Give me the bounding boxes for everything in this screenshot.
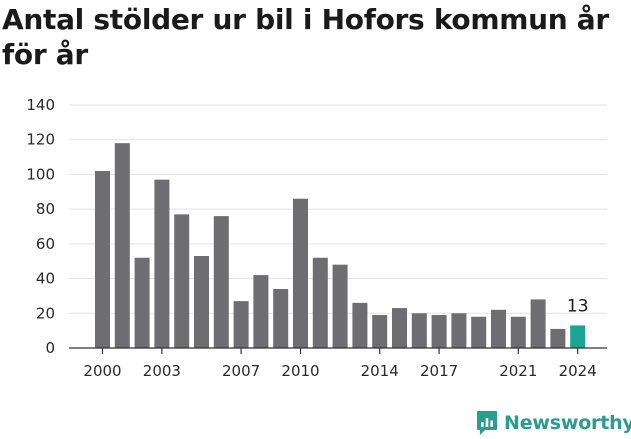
x-tick-label: 2010 xyxy=(281,362,319,380)
bar-2014 xyxy=(372,315,388,348)
y-tick-label: 100 xyxy=(26,165,55,183)
x-tick-label: 2014 xyxy=(361,362,399,380)
bar-2013 xyxy=(352,302,368,348)
y-tick-label: 140 xyxy=(26,96,55,114)
x-tick-label: 2021 xyxy=(499,362,537,380)
y-tick-label: 60 xyxy=(36,235,55,253)
x-tick-label: 2007 xyxy=(222,362,260,380)
bar-2001 xyxy=(114,143,130,348)
bar-2015 xyxy=(392,308,407,348)
data-label-2024: 13 xyxy=(567,296,589,316)
bar-2003 xyxy=(154,179,170,348)
y-tick-label: 80 xyxy=(36,200,55,218)
bar-2021 xyxy=(510,316,526,348)
bars xyxy=(95,143,586,348)
x-tick-label: 2017 xyxy=(420,362,458,380)
bar-2017 xyxy=(431,315,447,348)
bar-2023 xyxy=(550,328,566,348)
bar-2016 xyxy=(411,313,427,348)
bar-2009 xyxy=(273,288,289,348)
x-axis: 2000 2003 2007 2010 2014 2017 2021 2024 xyxy=(69,347,607,380)
bar-2002 xyxy=(134,257,150,348)
newsworthy-logo-icon xyxy=(477,411,497,435)
x-tick-label: 2024 xyxy=(559,362,597,380)
bar-2012 xyxy=(332,264,348,348)
bar-2019 xyxy=(471,316,487,348)
y-tick-label: 0 xyxy=(45,339,55,357)
bar-2004 xyxy=(174,214,190,348)
bar-2018 xyxy=(451,313,467,348)
chart-title: Antal stölder ur bil i Hofors kommun år … xyxy=(2,3,609,71)
x-tick-label: 2000 xyxy=(83,362,121,380)
y-tick-label: 120 xyxy=(26,131,55,149)
bar-2020 xyxy=(491,309,506,348)
y-tick-label: 20 xyxy=(36,304,55,322)
bar-2024 xyxy=(570,325,586,348)
bar-2011 xyxy=(312,257,328,348)
bar-2006 xyxy=(213,216,229,348)
bar-2010 xyxy=(293,198,308,348)
y-tick-label: 40 xyxy=(36,270,55,288)
y-axis: 0 20 40 60 80 100 120 140 xyxy=(26,96,55,357)
data-labels: 13 xyxy=(567,296,589,316)
bar-2000 xyxy=(95,170,110,348)
bar-2005 xyxy=(194,256,209,348)
brand-logo: Newsworthy xyxy=(476,408,631,438)
bar-2007 xyxy=(233,301,249,348)
brand-name: Newsworthy xyxy=(504,412,631,434)
bar-2008 xyxy=(253,275,269,348)
x-tick-label: 2003 xyxy=(143,362,181,380)
bar-2022 xyxy=(530,299,546,348)
